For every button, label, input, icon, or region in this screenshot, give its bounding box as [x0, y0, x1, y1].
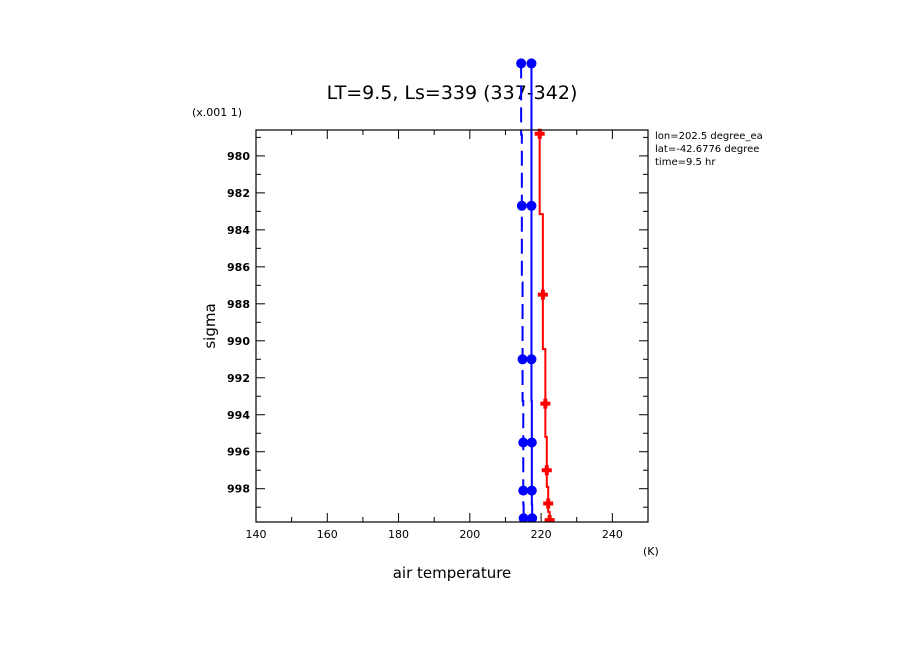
data-point-marker	[518, 437, 529, 448]
data-point-marker	[540, 398, 551, 409]
data-point-marker	[518, 513, 529, 522]
x-tick-label: 220	[531, 528, 552, 541]
data-point-marker	[527, 513, 538, 522]
data-point-marker	[544, 515, 555, 522]
series-line	[530, 63, 534, 519]
annotation-time: time=9.5 hr	[655, 157, 716, 168]
data-point-marker	[537, 289, 548, 300]
data-point-marker	[526, 437, 537, 448]
y-tick-label: 992	[227, 372, 250, 385]
series-3	[516, 58, 529, 522]
data-point-marker	[526, 200, 537, 211]
data-point-marker	[516, 200, 527, 211]
x-tick-label: 140	[246, 528, 267, 541]
data-point-marker	[526, 354, 537, 365]
data-point-marker	[516, 58, 527, 69]
data-point-marker	[543, 498, 554, 509]
x-tick-label: 160	[317, 528, 338, 541]
y-tick-label: 994	[227, 409, 250, 422]
y-tick-label: 988	[227, 298, 250, 311]
data-point-marker	[518, 485, 529, 496]
x-unit-label: (K)	[643, 545, 659, 558]
x-tick-label: 200	[459, 528, 480, 541]
y-tick-label: 980	[227, 150, 250, 163]
series-layer	[516, 58, 555, 522]
x-axis-label: air temperature	[393, 564, 512, 582]
axis-ticks: 140 160 180 200 220 240 980 982 984 986 988 990 992 9…	[227, 130, 649, 541]
y-tick-label: 996	[227, 446, 250, 459]
chart-title: LT=9.5, Ls=339 (337-342)	[327, 82, 578, 104]
data-point-marker	[541, 465, 552, 476]
y-unit-label: (x.001 1)	[192, 106, 242, 119]
data-point-marker	[526, 58, 537, 69]
annotation-block: lon=202.5 degree_ea lat=-42.6776 degree …	[655, 131, 763, 168]
x-tick-label: 180	[388, 528, 409, 541]
y-axis-label: sigma	[201, 303, 219, 348]
annotation-lat: lat=-42.6776 degree	[655, 144, 759, 155]
y-tick-label: 986	[227, 261, 250, 274]
y-tick-label: 984	[227, 224, 250, 237]
y-tick-label: 998	[227, 483, 250, 496]
y-tick-label: 990	[227, 335, 250, 348]
series-2	[526, 58, 538, 522]
x-tick-label: 240	[602, 528, 623, 541]
annotation-lon: lon=202.5 degree_ea	[655, 131, 763, 142]
data-point-marker	[526, 485, 537, 496]
series-1	[534, 128, 555, 522]
series-line	[520, 63, 525, 519]
plot-frame	[255, 129, 649, 523]
data-point-marker	[517, 354, 528, 365]
series-line	[538, 133, 551, 521]
y-tick-label: 982	[227, 187, 250, 200]
